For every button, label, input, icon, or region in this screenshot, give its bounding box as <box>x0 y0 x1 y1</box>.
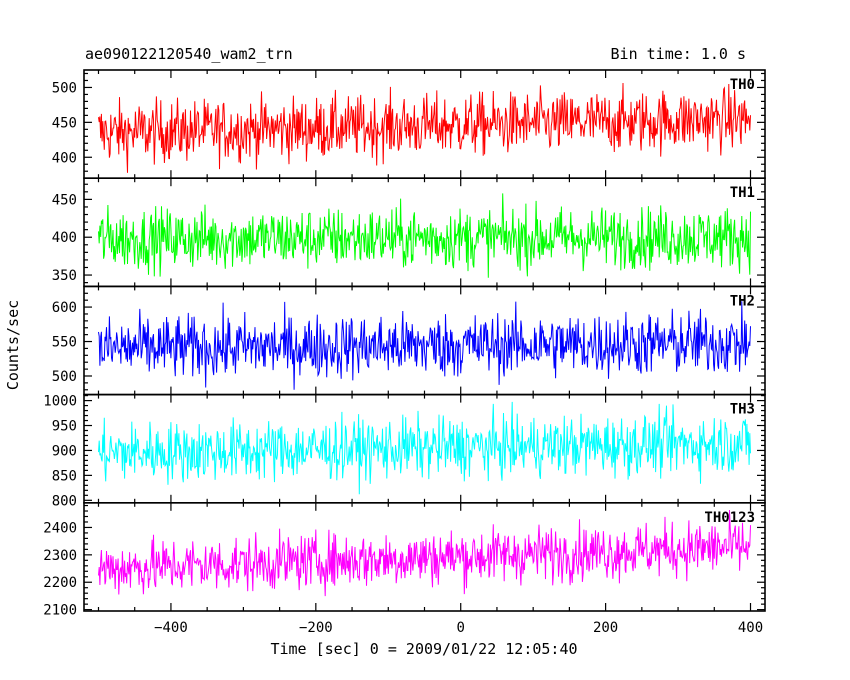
y-tick-label: 950 <box>52 419 77 435</box>
y-tick-label: 2200 <box>43 575 77 591</box>
y-tick-label: 450 <box>52 192 77 208</box>
series-line-th2 <box>98 301 751 390</box>
y-tick-label: 400 <box>52 230 77 246</box>
bin-time-label: Bin time: 1.0 s <box>611 45 746 63</box>
panels-group: 400 450 500 TH0 350 400 450 TH1 500 550 600 TH2 800 8… <box>43 69 766 636</box>
x-tick-label: 400 <box>738 620 763 636</box>
series-line-th3 <box>98 401 751 495</box>
x-tick-label: −200 <box>299 620 333 636</box>
y-tick-label: 500 <box>52 80 77 96</box>
y-tick-label: 350 <box>52 268 77 284</box>
x-tick-label: −400 <box>154 620 188 636</box>
series-label-th3: TH3 <box>730 402 755 418</box>
series-line-th1 <box>98 193 751 278</box>
x-tick-label: 200 <box>593 620 618 636</box>
y-tick-label: 1000 <box>43 394 77 410</box>
series-label-th1: TH1 <box>730 185 755 201</box>
y-tick-label: 600 <box>52 300 77 316</box>
y-tick-label: 400 <box>52 150 77 166</box>
y-tick-label: 2100 <box>43 603 77 619</box>
y-tick-label: 900 <box>52 443 77 459</box>
y-tick-label: 2400 <box>43 520 77 536</box>
series-label-th2: TH2 <box>730 293 755 309</box>
y-tick-label: 850 <box>52 468 77 484</box>
y-tick-label: 550 <box>52 335 77 351</box>
x-axis-title: Time [sec] 0 = 2009/01/22 12:05:40 <box>270 640 577 658</box>
y-axis-title: Counts/sec <box>4 300 22 390</box>
y-tick-label: 450 <box>52 115 77 131</box>
series-line-th0123 <box>98 509 751 597</box>
y-tick-label: 800 <box>52 493 77 509</box>
x-tick-label: 0 <box>457 620 465 636</box>
y-tick-label: 500 <box>52 369 77 385</box>
chart-title: ae090122120540_wam2_trn <box>85 45 293 63</box>
y-tick-label: 2300 <box>43 548 77 564</box>
series-label-th0: TH0 <box>730 77 755 93</box>
series-label-th0123: TH0123 <box>704 510 755 526</box>
series-line-th0 <box>98 82 751 173</box>
